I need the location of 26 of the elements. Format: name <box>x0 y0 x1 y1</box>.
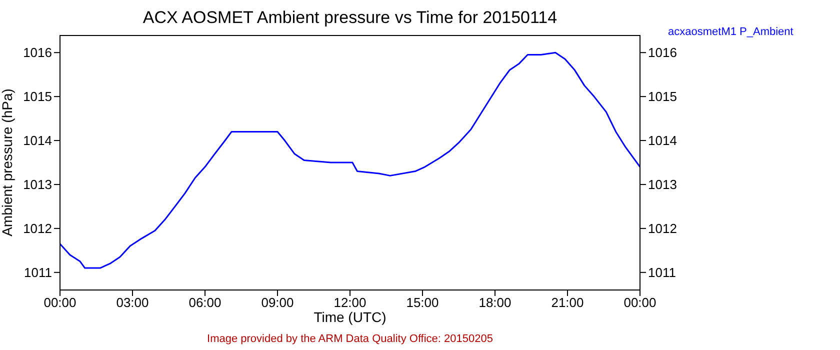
y-axis-title: Ambient pressure (hPa) <box>0 88 15 236</box>
y-tick-label: 1016 <box>23 45 52 60</box>
text: acxaosmetM1 P_Ambient <box>668 26 794 38</box>
y-tick-label: 1011 <box>24 265 52 280</box>
x-tick-label: 15:00 <box>406 295 439 310</box>
x-tick-label: 00:00 <box>44 295 76 310</box>
x-tick-label: 18:00 <box>478 295 512 310</box>
y2-tick-label: 1015 <box>648 89 677 104</box>
y-tick-label: 1013 <box>23 177 52 192</box>
y-tick-label: 1012 <box>23 221 52 236</box>
x-tick-label: 21:00 <box>551 295 584 310</box>
y-tick-label: 1014 <box>23 133 52 148</box>
x-tick-label: 06:00 <box>188 295 222 310</box>
y-tick-label: 1015 <box>23 89 52 104</box>
y2-tick-label: 1011 <box>648 265 676 280</box>
y2-tick-label: 1016 <box>648 45 677 60</box>
chart-title: ACX AOSMET Ambient pressure vs Time for 20150114 <box>142 8 558 28</box>
x-tick-label: 12:00 <box>334 295 366 310</box>
y2-tick-label: 1014 <box>648 133 677 148</box>
x-tick-label: 03:00 <box>116 295 149 310</box>
x-tick-label: 09:00 <box>261 295 294 310</box>
y2-tick-label: 1013 <box>648 177 677 192</box>
y2-tick-label: 1012 <box>648 221 677 236</box>
x-tick-label: 00:00 <box>624 295 656 310</box>
text: Image provided by the ARM Data Quality Office: 20150205 <box>206 333 494 345</box>
x-axis-title: Time (UTC) <box>314 309 386 325</box>
